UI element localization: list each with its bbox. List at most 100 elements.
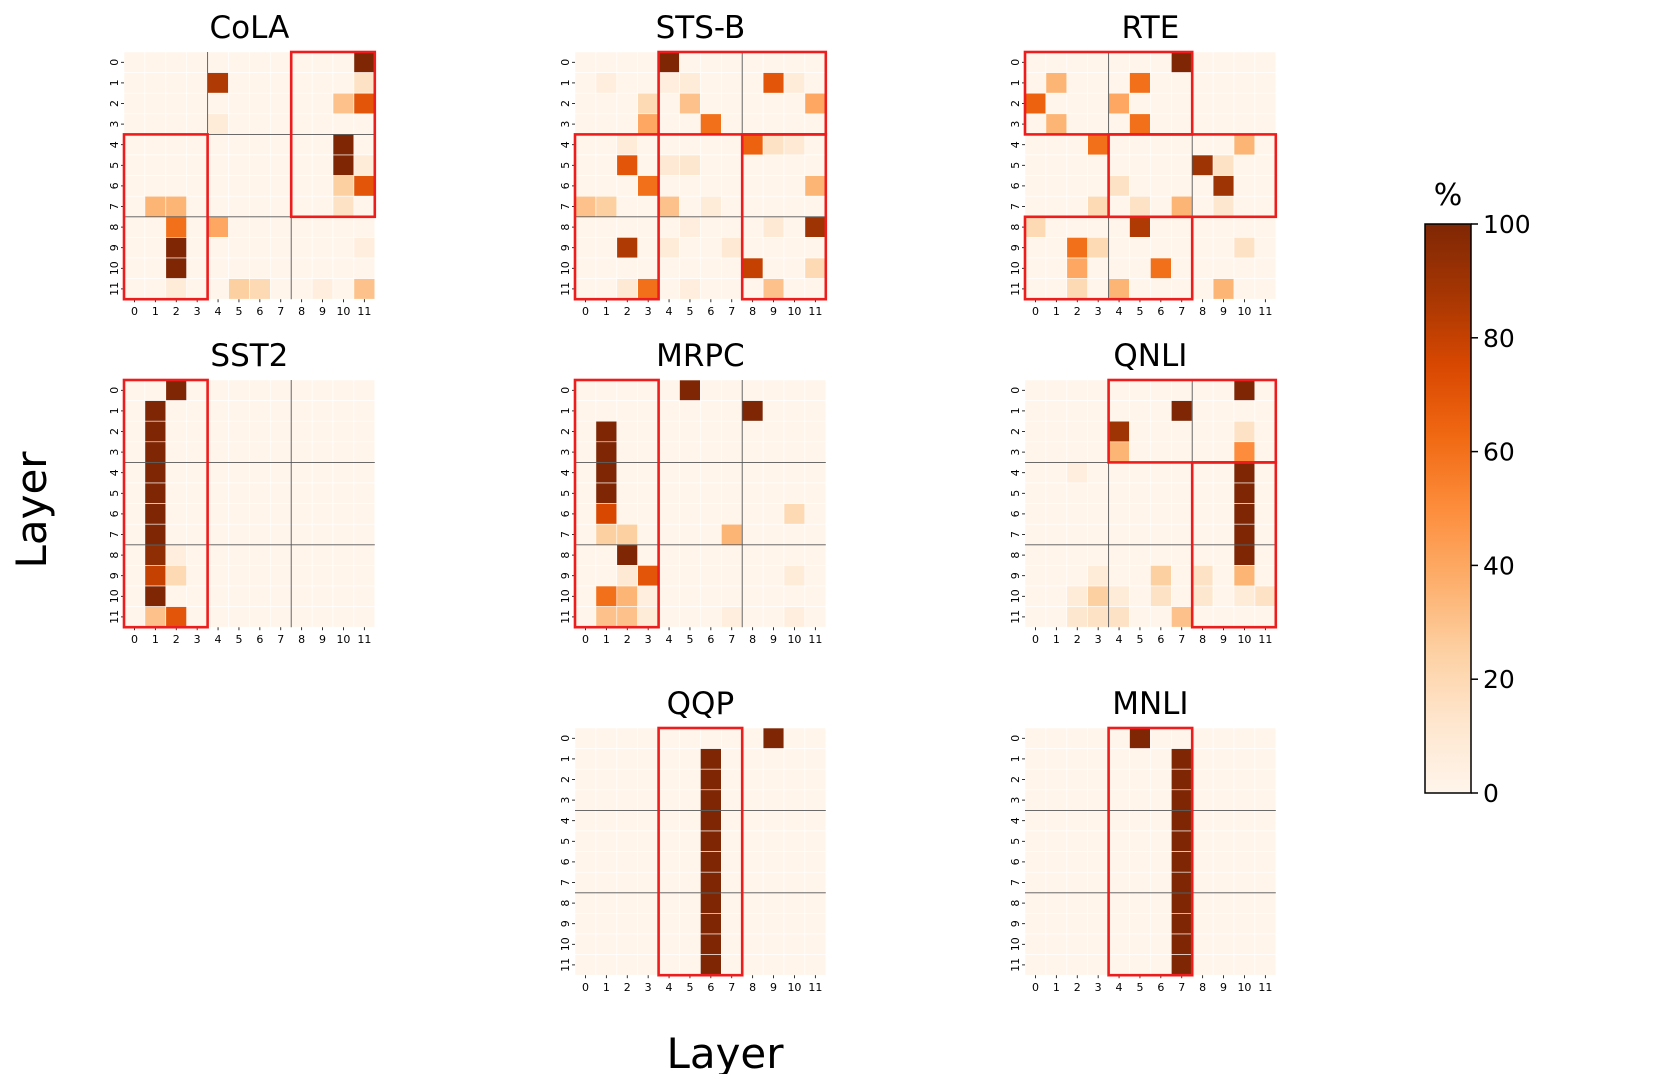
heatmap-cell [804, 379, 827, 401]
heatmap-cell [290, 400, 313, 422]
x-tick-label: 2 [624, 633, 631, 646]
heatmap-cell [783, 154, 806, 176]
x-tick-label: 5 [686, 305, 693, 318]
y-tick-label: 11 [559, 282, 572, 296]
heatmap-cell [783, 748, 806, 770]
x-tick-label: 0 [1032, 305, 1039, 318]
heatmap-cell [783, 933, 806, 955]
heatmap-cell [741, 134, 764, 156]
heatmap-cell [1254, 379, 1277, 401]
heatmap-cell [1045, 420, 1068, 443]
y-tick-label: 6 [559, 858, 572, 865]
heatmap-cell [1150, 175, 1172, 197]
heatmap-cell [186, 216, 208, 238]
heatmap-cell [1233, 113, 1256, 135]
heatmap-cell [1254, 72, 1277, 94]
heatmap-cell [762, 892, 785, 914]
heatmap-cell [700, 523, 722, 546]
heatmap-cell [762, 420, 785, 443]
heatmap-cell [144, 72, 167, 94]
heatmap-cell [783, 216, 806, 238]
heatmap-cell [1066, 851, 1089, 873]
heatmap-cell [1045, 400, 1068, 422]
heatmap-cell [595, 892, 618, 914]
y-tick-label: 3 [108, 449, 121, 456]
heatmap-cell [1233, 503, 1256, 525]
heatmap-cell [290, 544, 313, 566]
heatmap-cell [1212, 92, 1235, 115]
heatmap-cell [700, 727, 722, 749]
heatmap-cell [1191, 92, 1214, 115]
heatmap-cell [1066, 871, 1089, 894]
x-tick-label: 4 [1116, 633, 1123, 646]
heatmap-cell [616, 789, 638, 811]
heatmap-cell [595, 72, 618, 94]
heatmap-cell [1087, 113, 1109, 135]
heatmap-cell [207, 606, 229, 628]
heatmap-cell [249, 195, 271, 218]
heatmap-cell [1024, 789, 1047, 811]
heatmap-cell [637, 933, 659, 955]
heatmap-cell [1233, 134, 1256, 156]
colorbar-tick-label: 60 [1483, 438, 1515, 467]
heatmap-cell [1108, 727, 1130, 749]
heatmap-cell [269, 606, 292, 628]
heatmap-cell [1150, 727, 1172, 749]
heatmap-cell [1233, 544, 1256, 566]
heatmap-cell [658, 933, 680, 955]
heatmap-cell [720, 379, 743, 401]
y-tick-label: 1 [1009, 407, 1022, 414]
x-tick-label: 9 [319, 305, 326, 318]
heatmap-cell [658, 400, 680, 422]
heatmap-cell [679, 237, 701, 259]
heatmap-cell [1212, 830, 1235, 852]
heatmap-cell [616, 441, 638, 463]
heatmap-cell [1191, 933, 1214, 955]
heatmap-cell [1108, 830, 1130, 852]
heatmap-cell [311, 237, 334, 259]
y-tick-label: 6 [108, 182, 121, 189]
heatmap-cell [762, 933, 785, 955]
y-tick-label: 3 [559, 449, 572, 456]
heatmap-cell [1212, 482, 1235, 504]
heatmap-cell [762, 482, 785, 504]
heatmap-cell [1024, 51, 1047, 73]
heatmap-cell [783, 913, 806, 935]
x-tick-label: 10 [787, 981, 801, 994]
heatmap-cell [1191, 748, 1214, 770]
heatmap-cell [1212, 72, 1235, 94]
heatmap-cell [1024, 503, 1047, 525]
y-tick-label: 2 [559, 428, 572, 435]
y-tick-label: 2 [108, 428, 121, 435]
heatmap-cell [616, 606, 638, 628]
heatmap-cell [1233, 278, 1256, 300]
heatmap-cell [741, 113, 764, 135]
heatmap-cell [1171, 195, 1193, 218]
heatmap-cell [679, 830, 701, 852]
heatmap-cell [1066, 72, 1089, 94]
heatmap-cell [1191, 565, 1214, 587]
heatmap-cell [1150, 237, 1172, 259]
heatmap-cell [741, 748, 764, 770]
heatmap-cell [165, 482, 188, 504]
heatmap-cell [1045, 72, 1068, 94]
heatmap-cell [783, 503, 806, 525]
y-tick-label: 8 [1009, 224, 1022, 231]
heatmap-cell [269, 154, 292, 176]
heatmap-cell [332, 503, 355, 525]
heatmap-cell [1212, 789, 1235, 811]
x-tick-label: 2 [624, 305, 631, 318]
heatmap-cell [783, 51, 806, 73]
heatmap-cell [186, 51, 208, 73]
heatmap-cell [1254, 420, 1277, 443]
heatmap-cell [720, 195, 743, 218]
heatmap-cell [804, 113, 827, 135]
y-tick-label: 2 [108, 100, 121, 107]
heatmap-cell [658, 954, 680, 976]
heatmap-cell [679, 892, 701, 914]
heatmap-cell [700, 789, 722, 811]
heatmap-cell [574, 565, 597, 587]
heatmap-cell [332, 462, 355, 484]
heatmap-cell [679, 154, 701, 176]
heatmap-cell [1212, 154, 1235, 176]
